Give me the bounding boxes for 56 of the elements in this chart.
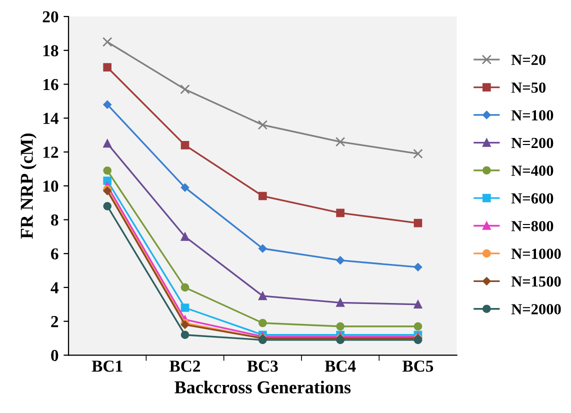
x-tick-label: BC4 xyxy=(324,360,356,372)
x-tick-label: BC2 xyxy=(170,360,200,372)
point xyxy=(336,256,344,264)
point xyxy=(335,136,346,147)
point xyxy=(103,63,112,72)
x-tick-label: BC1 xyxy=(92,360,122,372)
y-tick-label: 8 xyxy=(51,214,58,226)
legend-label: N=200 xyxy=(511,138,554,148)
point xyxy=(414,218,422,228)
point xyxy=(258,292,267,300)
y-tick-label: 16 xyxy=(43,79,58,90)
point xyxy=(180,84,190,94)
point xyxy=(180,232,190,241)
x-tick-label: BC5 xyxy=(402,360,434,372)
point xyxy=(103,100,112,109)
point xyxy=(413,148,423,159)
point xyxy=(336,208,344,218)
legend-label: N=400 xyxy=(511,166,554,176)
y-tick-label: 2 xyxy=(51,316,58,328)
point xyxy=(258,244,267,253)
y-tick-label: 0 xyxy=(51,350,58,362)
point xyxy=(180,141,190,150)
y-tick-label: 18 xyxy=(43,45,58,56)
point xyxy=(336,298,344,307)
legend-label: N=600 xyxy=(511,193,554,204)
legend-label: N=50 xyxy=(511,82,546,93)
legend-label: N=100 xyxy=(511,110,554,120)
legend-label: N=20 xyxy=(511,54,546,66)
point xyxy=(103,202,112,210)
y-tick-label: 12 xyxy=(43,146,58,158)
point xyxy=(180,304,190,312)
y-tick-label: 6 xyxy=(51,248,58,260)
point xyxy=(414,300,422,309)
point xyxy=(180,283,190,292)
point xyxy=(258,318,267,328)
y-tick-label: 4 xyxy=(50,282,58,294)
point xyxy=(102,37,112,47)
legend-label: N=1000 xyxy=(511,248,561,259)
point xyxy=(103,166,112,175)
point xyxy=(180,330,190,340)
x-axis-title: Backcross Generations xyxy=(174,380,351,394)
point xyxy=(180,183,190,192)
y-tick-label: 20 xyxy=(42,11,58,22)
legend-label: N=800 xyxy=(511,220,554,232)
point xyxy=(258,120,268,130)
point xyxy=(103,139,112,148)
y-axis-title: FR NRP (cM) xyxy=(20,134,37,239)
y-tick-label: 14 xyxy=(43,112,58,124)
point xyxy=(336,322,344,331)
x-tick-label: BC3 xyxy=(247,360,278,372)
legend-label: N=1500 xyxy=(511,276,561,287)
point xyxy=(414,262,422,272)
point xyxy=(414,322,422,331)
point xyxy=(258,192,267,200)
legend-label: N=2000 xyxy=(511,304,561,314)
y-tick-label: 10 xyxy=(43,180,58,192)
